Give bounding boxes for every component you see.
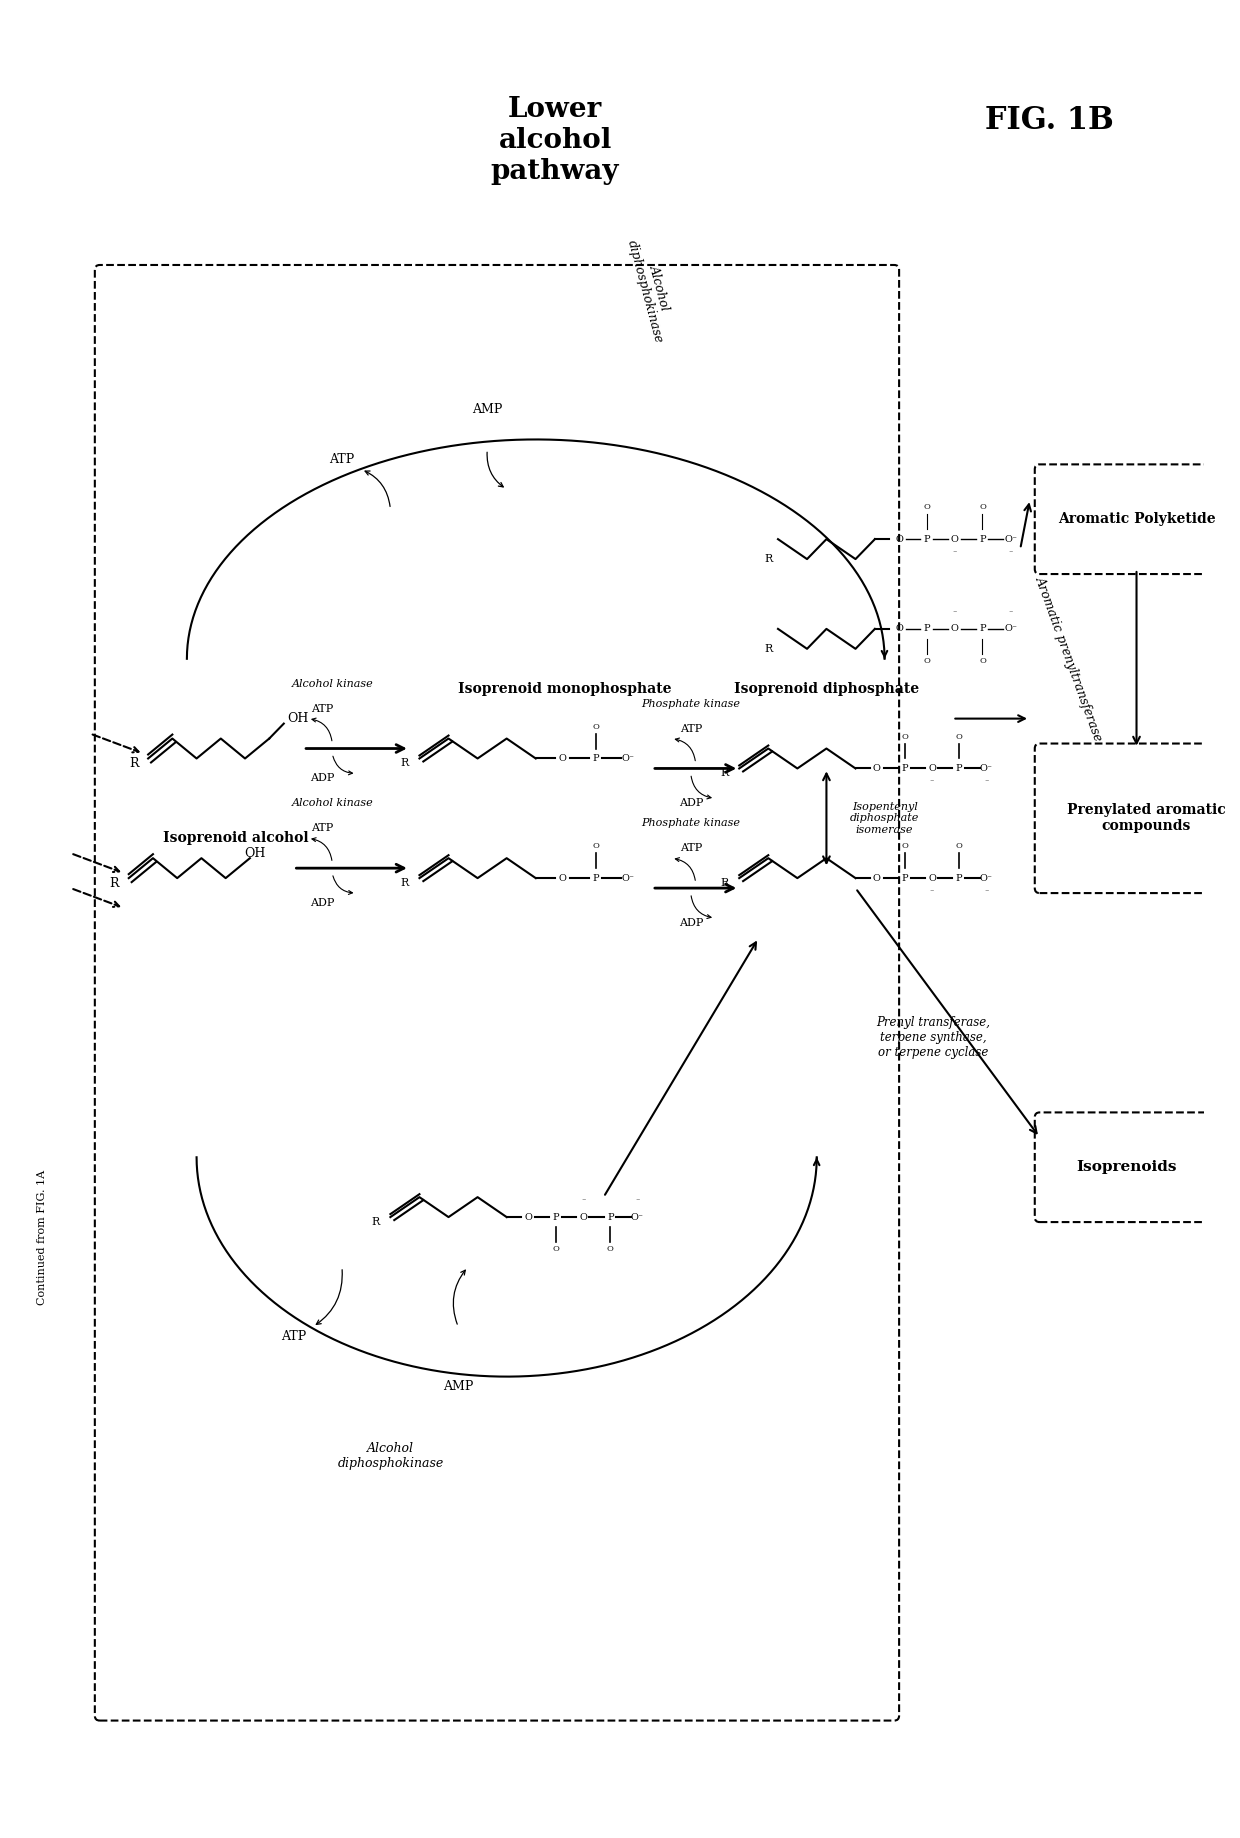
Text: Isoprenoid alcohol: Isoprenoid alcohol: [162, 831, 309, 845]
Text: O⁻: O⁻: [980, 765, 993, 774]
Text: P: P: [980, 535, 986, 544]
Text: ATP: ATP: [330, 452, 355, 465]
Text: O: O: [895, 535, 903, 544]
Text: ⁻: ⁻: [1008, 610, 1013, 618]
Text: P: P: [956, 765, 962, 774]
Text: R: R: [401, 879, 409, 888]
Text: ATP: ATP: [311, 704, 334, 713]
Text: R: R: [372, 1217, 379, 1228]
Text: O⁻: O⁻: [631, 1213, 644, 1222]
Text: ADP: ADP: [310, 774, 335, 783]
Text: P: P: [901, 873, 908, 882]
Text: ADP: ADP: [678, 917, 703, 928]
Text: ATP: ATP: [680, 844, 702, 853]
Text: O: O: [553, 1244, 559, 1254]
Text: O: O: [956, 842, 962, 851]
Text: Prenyl transferase,
terpene synthase,
or terpene cyclase: Prenyl transferase, terpene synthase, or…: [875, 1016, 990, 1059]
Text: R: R: [109, 877, 119, 890]
Text: ⁻: ⁻: [930, 890, 934, 897]
Text: ADP: ADP: [678, 798, 703, 809]
Text: FIG. 1B: FIG. 1B: [985, 105, 1114, 136]
Text: P: P: [924, 625, 930, 634]
Text: R: R: [720, 879, 729, 888]
Text: Isoprenoids: Isoprenoids: [1076, 1160, 1177, 1174]
Text: ADP: ADP: [310, 899, 335, 908]
Text: R: R: [764, 643, 773, 654]
Text: Alcohol kinase: Alcohol kinase: [291, 678, 373, 689]
Text: ATP: ATP: [680, 724, 702, 733]
Text: ⁻: ⁻: [582, 1198, 585, 1206]
Text: O: O: [980, 504, 986, 511]
Text: O: O: [950, 625, 959, 634]
Text: O: O: [956, 733, 962, 741]
Text: ⁻: ⁻: [635, 1198, 640, 1206]
Text: O: O: [559, 754, 567, 763]
Text: R: R: [764, 553, 773, 564]
Text: ⁻: ⁻: [985, 890, 988, 897]
Text: O⁻: O⁻: [980, 873, 993, 882]
Text: O: O: [593, 722, 599, 730]
Text: R: R: [129, 757, 139, 770]
Text: O: O: [901, 733, 909, 741]
Text: Phosphate kinase: Phosphate kinase: [641, 818, 740, 829]
Text: AMP: AMP: [472, 403, 502, 415]
Text: O: O: [895, 625, 903, 634]
Text: ATP: ATP: [280, 1331, 306, 1344]
Text: P: P: [924, 535, 930, 544]
Text: O: O: [873, 765, 880, 774]
Text: O: O: [924, 504, 931, 511]
Text: P: P: [553, 1213, 559, 1222]
Text: O: O: [928, 765, 936, 774]
Text: R: R: [720, 768, 729, 779]
Text: Isoprenoid diphosphate: Isoprenoid diphosphate: [734, 682, 919, 697]
FancyBboxPatch shape: [1034, 465, 1239, 573]
Text: O: O: [950, 535, 959, 544]
Text: O: O: [980, 656, 986, 665]
Text: ⁻: ⁻: [930, 779, 934, 787]
Text: ATP: ATP: [311, 823, 334, 833]
Text: R: R: [401, 759, 409, 768]
Text: O: O: [901, 842, 909, 851]
FancyBboxPatch shape: [1034, 1112, 1219, 1222]
Text: Isoprenoid monophosphate: Isoprenoid monophosphate: [458, 682, 672, 697]
Text: OH: OH: [288, 711, 309, 726]
FancyBboxPatch shape: [94, 265, 899, 1720]
Text: P: P: [593, 873, 599, 882]
Text: P: P: [980, 625, 986, 634]
Text: ⁻: ⁻: [1008, 550, 1013, 559]
Text: O: O: [873, 873, 880, 882]
Text: O: O: [924, 656, 931, 665]
Text: Phosphate kinase: Phosphate kinase: [641, 698, 740, 709]
Text: O: O: [579, 1213, 588, 1222]
Text: O: O: [525, 1213, 532, 1222]
Text: O: O: [593, 842, 599, 851]
Text: Aromatic Polyketide: Aromatic Polyketide: [1058, 513, 1215, 526]
Text: OH: OH: [244, 847, 265, 860]
Text: Alcohol
diphosphokinase: Alcohol diphosphokinase: [337, 1443, 444, 1470]
Text: Continued from FIG. 1A: Continued from FIG. 1A: [36, 1169, 47, 1305]
Text: O⁻: O⁻: [621, 873, 635, 882]
FancyBboxPatch shape: [1034, 744, 1240, 893]
Text: P: P: [901, 765, 908, 774]
Text: Alcohol kinase: Alcohol kinase: [291, 798, 373, 809]
Text: Isopentenyl
diphosphate
isomerase: Isopentenyl diphosphate isomerase: [849, 801, 919, 834]
Text: Alcohol
diphosphokinase: Alcohol diphosphokinase: [625, 235, 680, 346]
Text: Prenylated aromatic
compounds: Prenylated aromatic compounds: [1066, 803, 1225, 833]
Text: P: P: [956, 873, 962, 882]
Text: ⁻: ⁻: [952, 610, 956, 618]
Text: O: O: [559, 873, 567, 882]
Text: O: O: [606, 1244, 614, 1254]
Text: AMP: AMP: [443, 1380, 474, 1393]
Text: ⁻: ⁻: [985, 779, 988, 787]
Text: O⁻: O⁻: [621, 754, 635, 763]
Text: O⁻: O⁻: [1004, 535, 1017, 544]
Text: P: P: [593, 754, 599, 763]
Text: P: P: [608, 1213, 614, 1222]
Text: Aromatic prenyltransferase: Aromatic prenyltransferase: [1033, 575, 1105, 743]
Text: O: O: [928, 873, 936, 882]
Text: O⁻: O⁻: [1004, 625, 1017, 634]
Text: ⁻: ⁻: [952, 550, 956, 559]
Text: Lower
alcohol
pathway: Lower alcohol pathway: [491, 96, 619, 186]
